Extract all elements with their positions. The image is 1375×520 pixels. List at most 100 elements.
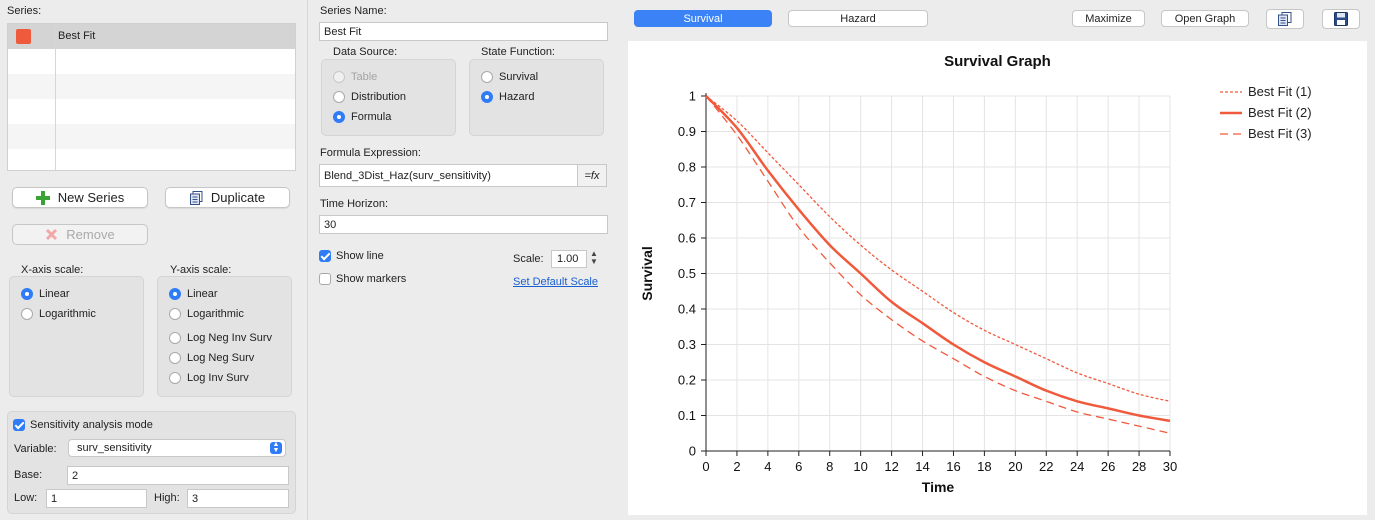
formula-expression-field[interactable]: Blend_3Dist_Haz(surv_sensitivity) <box>319 164 578 187</box>
save-button[interactable] <box>1322 9 1360 29</box>
data-source-distribution-radio[interactable]: Distribution <box>333 91 406 103</box>
state-function-survival-radio[interactable]: Survival <box>481 71 538 83</box>
formula-expression-label: Formula Expression: <box>320 147 421 159</box>
y-axis-label: Survival <box>639 246 655 300</box>
yaxis-linear-radio[interactable]: Linear <box>169 288 218 300</box>
sensitivity-mode-checkbox[interactable]: Sensitivity analysis mode <box>13 419 153 431</box>
series-row-empty <box>8 124 295 149</box>
high-field[interactable]: 3 <box>187 489 289 508</box>
x-tick-label: 22 <box>1039 459 1053 474</box>
open-graph-button[interactable]: Open Graph <box>1161 10 1249 27</box>
x-axis-label: Time <box>922 479 955 495</box>
y-tick-label: 0.4 <box>678 302 696 317</box>
x-tick-label: 24 <box>1070 459 1084 474</box>
x-tick-label: 30 <box>1163 459 1177 474</box>
tab-hazard[interactable]: Hazard <box>788 10 928 27</box>
xaxis-linear-radio[interactable]: Linear <box>21 288 70 300</box>
time-horizon-label: Time Horizon: <box>320 198 389 210</box>
high-label: High: <box>154 492 180 504</box>
new-series-button[interactable]: New Series <box>12 187 148 208</box>
state-function-hazard-radio[interactable]: Hazard <box>481 91 534 103</box>
state-function-label: State Function: <box>481 46 555 58</box>
series-row-empty <box>8 74 295 99</box>
x-tick-label: 20 <box>1008 459 1022 474</box>
data-source-label: Data Source: <box>333 46 398 58</box>
series-label: Series: <box>7 5 42 17</box>
tab-survival[interactable]: Survival <box>634 10 772 27</box>
x-tick-label: 0 <box>702 459 709 474</box>
save-icon <box>1334 12 1348 26</box>
fx-icon: =fx <box>584 169 600 182</box>
remove-button[interactable]: Remove <box>12 224 148 245</box>
series-row-empty <box>8 149 295 170</box>
time-horizon-field[interactable]: 30 <box>319 215 608 234</box>
series-name-label: Series Name: <box>320 5 387 17</box>
yaxis-log-neg-inv-surv-radio[interactable]: Log Neg Inv Surv <box>169 332 272 344</box>
yaxis-log-inv-surv-radio[interactable]: Log Inv Surv <box>169 372 249 384</box>
chart-panel: Survival Graph 0 2 4 6 8 10 12 14 16 18 20 22 24 26 28… <box>628 41 1367 515</box>
base-label: Base: <box>14 469 43 481</box>
yaxis-scale-label: Y-axis scale: <box>170 264 232 276</box>
x-tick-label: 6 <box>795 459 802 474</box>
y-tick-label: 0.1 <box>678 408 696 423</box>
y-tick-label: 0.7 <box>678 195 696 210</box>
copy-button[interactable] <box>1266 9 1304 29</box>
legend-label: Best Fit (1) <box>1248 84 1312 99</box>
maximize-button[interactable]: Maximize <box>1072 10 1145 27</box>
low-label: Low: <box>14 492 38 504</box>
x-tick-label: 16 <box>946 459 960 474</box>
x-tick-label: 10 <box>853 459 867 474</box>
yaxis-logarithmic-radio[interactable]: Logarithmic <box>169 308 244 320</box>
chart-title: Survival Graph <box>944 53 1051 70</box>
x-tick-label: 18 <box>977 459 991 474</box>
scale-field[interactable]: 1.00 <box>551 250 587 268</box>
series-line-1 <box>705 95 1171 402</box>
data-source-table-radio[interactable]: Table <box>333 71 377 83</box>
legend-line-swatch <box>1220 90 1242 93</box>
copy-icon <box>1278 12 1292 26</box>
low-field[interactable]: 1 <box>46 489 147 508</box>
data-source-group <box>321 59 456 136</box>
scale-stepper[interactable]: ▲ ▼ <box>590 249 598 266</box>
panel-separator <box>307 0 308 520</box>
x-tick-label: 26 <box>1101 459 1115 474</box>
duplicate-icon <box>189 190 203 205</box>
xaxis-logarithmic-radio[interactable]: Logarithmic <box>21 308 96 320</box>
legend-item-3: Best Fit (3) <box>1220 123 1312 144</box>
base-field[interactable]: 2 <box>67 466 289 485</box>
series-name: Best Fit <box>58 30 96 42</box>
y-tick-label: 0.3 <box>678 337 696 352</box>
series-line-3 <box>705 95 1171 434</box>
series-name-field[interactable]: Best Fit <box>319 22 608 41</box>
series-row-empty <box>8 99 295 124</box>
x-tick-label: 4 <box>764 459 771 474</box>
y-tick-label: 0.6 <box>678 231 696 246</box>
duplicate-button[interactable]: Duplicate <box>165 187 290 208</box>
series-table[interactable]: Best Fit <box>7 23 296 171</box>
y-tick-label: 0.5 <box>678 266 696 281</box>
chevron-updown-icon: ▲ ▼ <box>270 441 282 454</box>
legend-item-2: Best Fit (2) <box>1220 102 1312 123</box>
xaxis-scale-label: X-axis scale: <box>21 264 84 276</box>
legend-line-swatch <box>1220 132 1242 135</box>
legend-label: Best Fit (2) <box>1248 105 1312 120</box>
data-source-formula-radio[interactable]: Formula <box>333 111 391 123</box>
yaxis-log-neg-surv-radio[interactable]: Log Neg Surv <box>169 352 254 364</box>
legend-line-swatch <box>1220 111 1242 114</box>
variable-select[interactable]: surv_sensitivity ▲ ▼ <box>68 439 286 457</box>
chart-legend: Best Fit (1) Best Fit (2) Best Fit (3) <box>1220 81 1312 144</box>
fx-button[interactable]: =fx <box>577 164 607 187</box>
y-tick-label: 0.9 <box>678 124 696 139</box>
remove-label: Remove <box>66 227 115 242</box>
series-row-empty <box>8 49 295 74</box>
x-tick-label: 8 <box>826 459 833 474</box>
show-markers-checkbox[interactable]: Show markers <box>319 273 406 285</box>
y-tick-label: 0.8 <box>678 160 696 175</box>
new-series-label: New Series <box>57 190 125 205</box>
plus-icon <box>35 190 50 205</box>
series-row[interactable]: Best Fit <box>8 24 295 49</box>
survival-chart: 0 2 4 6 8 10 12 14 16 18 20 22 24 26 28 3000.10.20.30.4… <box>639 89 1177 496</box>
series-color-swatch[interactable] <box>16 29 31 44</box>
set-default-scale-link[interactable]: Set Default Scale <box>513 276 598 288</box>
show-line-checkbox[interactable]: Show line <box>319 250 384 262</box>
